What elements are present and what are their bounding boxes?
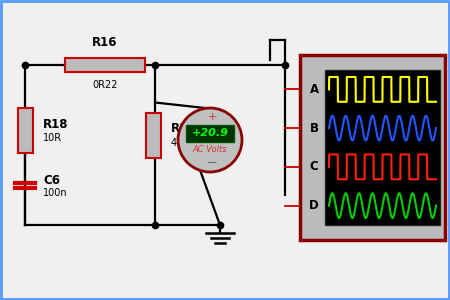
Text: R18: R18 [43, 118, 68, 130]
Bar [300, 55, 445, 240]
Text: A: A [310, 83, 319, 96]
Bar [325, 70, 440, 225]
Text: +: + [207, 112, 217, 122]
Text: C6: C6 [43, 173, 60, 187]
Text: 0R22: 0R22 [92, 80, 118, 90]
Text: 10R: 10R [43, 133, 62, 143]
Bar [186, 125, 234, 142]
Text: 100n: 100n [43, 188, 68, 198]
Text: 4R: 4R [171, 138, 184, 148]
Text: −: − [207, 157, 217, 169]
Bar [145, 112, 161, 158]
Circle shape [178, 108, 242, 172]
Text: D: D [309, 199, 319, 212]
Bar [18, 107, 32, 152]
Text: R17: R17 [171, 122, 196, 136]
Text: C: C [310, 160, 319, 173]
Text: +20.9: +20.9 [192, 128, 229, 138]
Text: B: B [310, 122, 319, 135]
Text: R16: R16 [92, 36, 118, 49]
Text: AC Volts: AC Volts [193, 145, 227, 154]
Bar [65, 58, 145, 72]
